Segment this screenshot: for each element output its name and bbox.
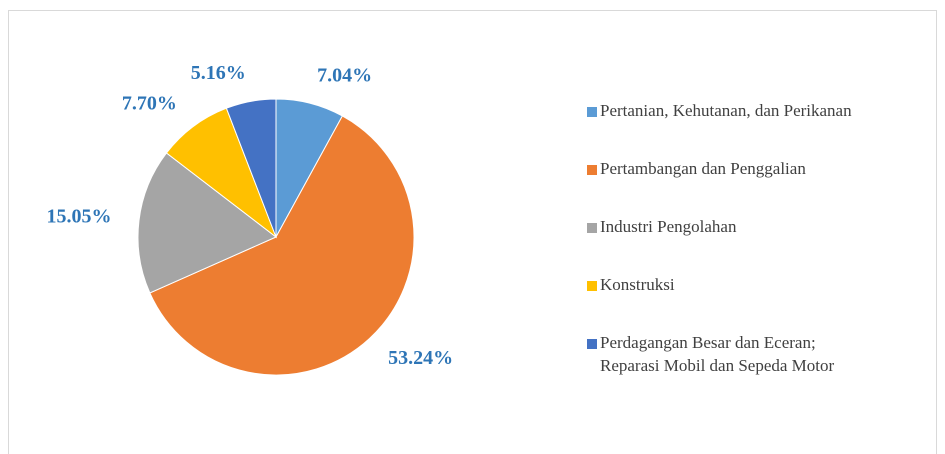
legend-swatch	[587, 223, 597, 233]
legend-label: Pertambangan dan Penggalian	[600, 159, 806, 178]
legend-label: Konstruksi	[600, 275, 675, 294]
data-label: 15.05%	[47, 205, 112, 227]
data-label: 5.16%	[191, 62, 246, 84]
data-label: 53.24%	[388, 346, 453, 368]
legend-swatch	[587, 107, 597, 117]
legend-label: Perdagangan Besar dan Eceran; Reparasi Mo…	[600, 333, 835, 375]
pie-slice	[225, 98, 277, 238]
legend-swatch	[587, 281, 597, 291]
pie-slice	[149, 115, 415, 376]
pie-slice	[137, 152, 277, 294]
data-label: 7.70%	[122, 92, 177, 114]
legend-swatch	[587, 165, 597, 175]
legend-label: Industri Pengolahan	[600, 217, 737, 236]
data-label: 7.04%	[317, 64, 372, 86]
legend-label: Pertanian, Kehutanan, dan Perikanan	[600, 101, 852, 120]
legend-swatch	[587, 339, 597, 349]
